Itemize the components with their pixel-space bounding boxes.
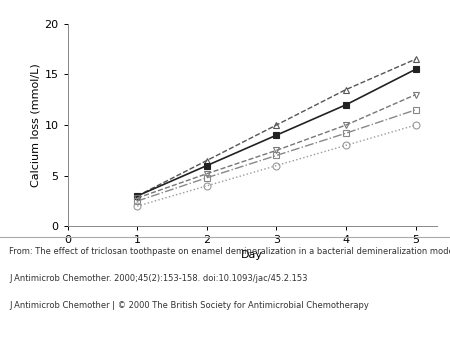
Text: J Antimicrob Chemother | © 2000 The British Society for Antimicrobial Chemothera: J Antimicrob Chemother | © 2000 The Brit… (9, 301, 369, 310)
Y-axis label: Calcium loss (mmol/L): Calcium loss (mmol/L) (30, 63, 40, 187)
X-axis label: Day: Day (241, 250, 263, 260)
Text: From: The effect of triclosan toothpaste on enamel demineralization in a bacteri: From: The effect of triclosan toothpaste… (9, 247, 450, 256)
Text: J Antimicrob Chemother. 2000;45(2):153-158. doi:10.1093/jac/45.2.153: J Antimicrob Chemother. 2000;45(2):153-1… (9, 274, 307, 283)
